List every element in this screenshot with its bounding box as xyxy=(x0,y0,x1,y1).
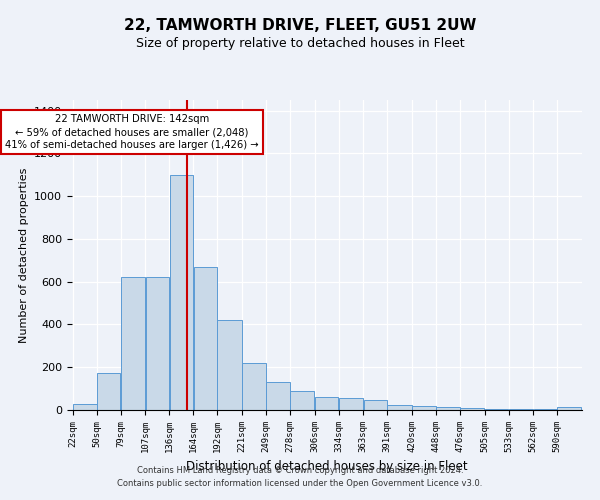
X-axis label: Distribution of detached houses by size in Fleet: Distribution of detached houses by size … xyxy=(186,460,468,473)
Bar xyxy=(460,408,484,410)
Bar xyxy=(412,406,436,410)
Y-axis label: Number of detached properties: Number of detached properties xyxy=(19,168,29,342)
Bar xyxy=(509,409,533,410)
Bar xyxy=(485,409,508,410)
Bar xyxy=(194,267,217,410)
Bar xyxy=(97,372,121,410)
Text: 22, TAMWORTH DRIVE, FLEET, GU51 2UW: 22, TAMWORTH DRIVE, FLEET, GU51 2UW xyxy=(124,18,476,32)
Text: Size of property relative to detached houses in Fleet: Size of property relative to detached ho… xyxy=(136,38,464,51)
Bar xyxy=(290,391,314,410)
Text: 22 TAMWORTH DRIVE: 142sqm
← 59% of detached houses are smaller (2,048)
41% of se: 22 TAMWORTH DRIVE: 142sqm ← 59% of detac… xyxy=(5,114,259,150)
Bar xyxy=(217,320,242,410)
Bar xyxy=(436,408,460,410)
Bar xyxy=(266,382,290,410)
Text: Contains HM Land Registry data © Crown copyright and database right 2024.
Contai: Contains HM Land Registry data © Crown c… xyxy=(118,466,482,487)
Bar xyxy=(315,397,338,410)
Bar xyxy=(339,398,363,410)
Bar xyxy=(557,407,581,410)
Bar xyxy=(364,400,387,410)
Bar xyxy=(146,278,169,410)
Bar xyxy=(242,363,266,410)
Bar xyxy=(121,278,145,410)
Bar xyxy=(388,404,412,410)
Bar xyxy=(73,404,97,410)
Bar xyxy=(170,175,193,410)
Bar xyxy=(533,409,557,410)
